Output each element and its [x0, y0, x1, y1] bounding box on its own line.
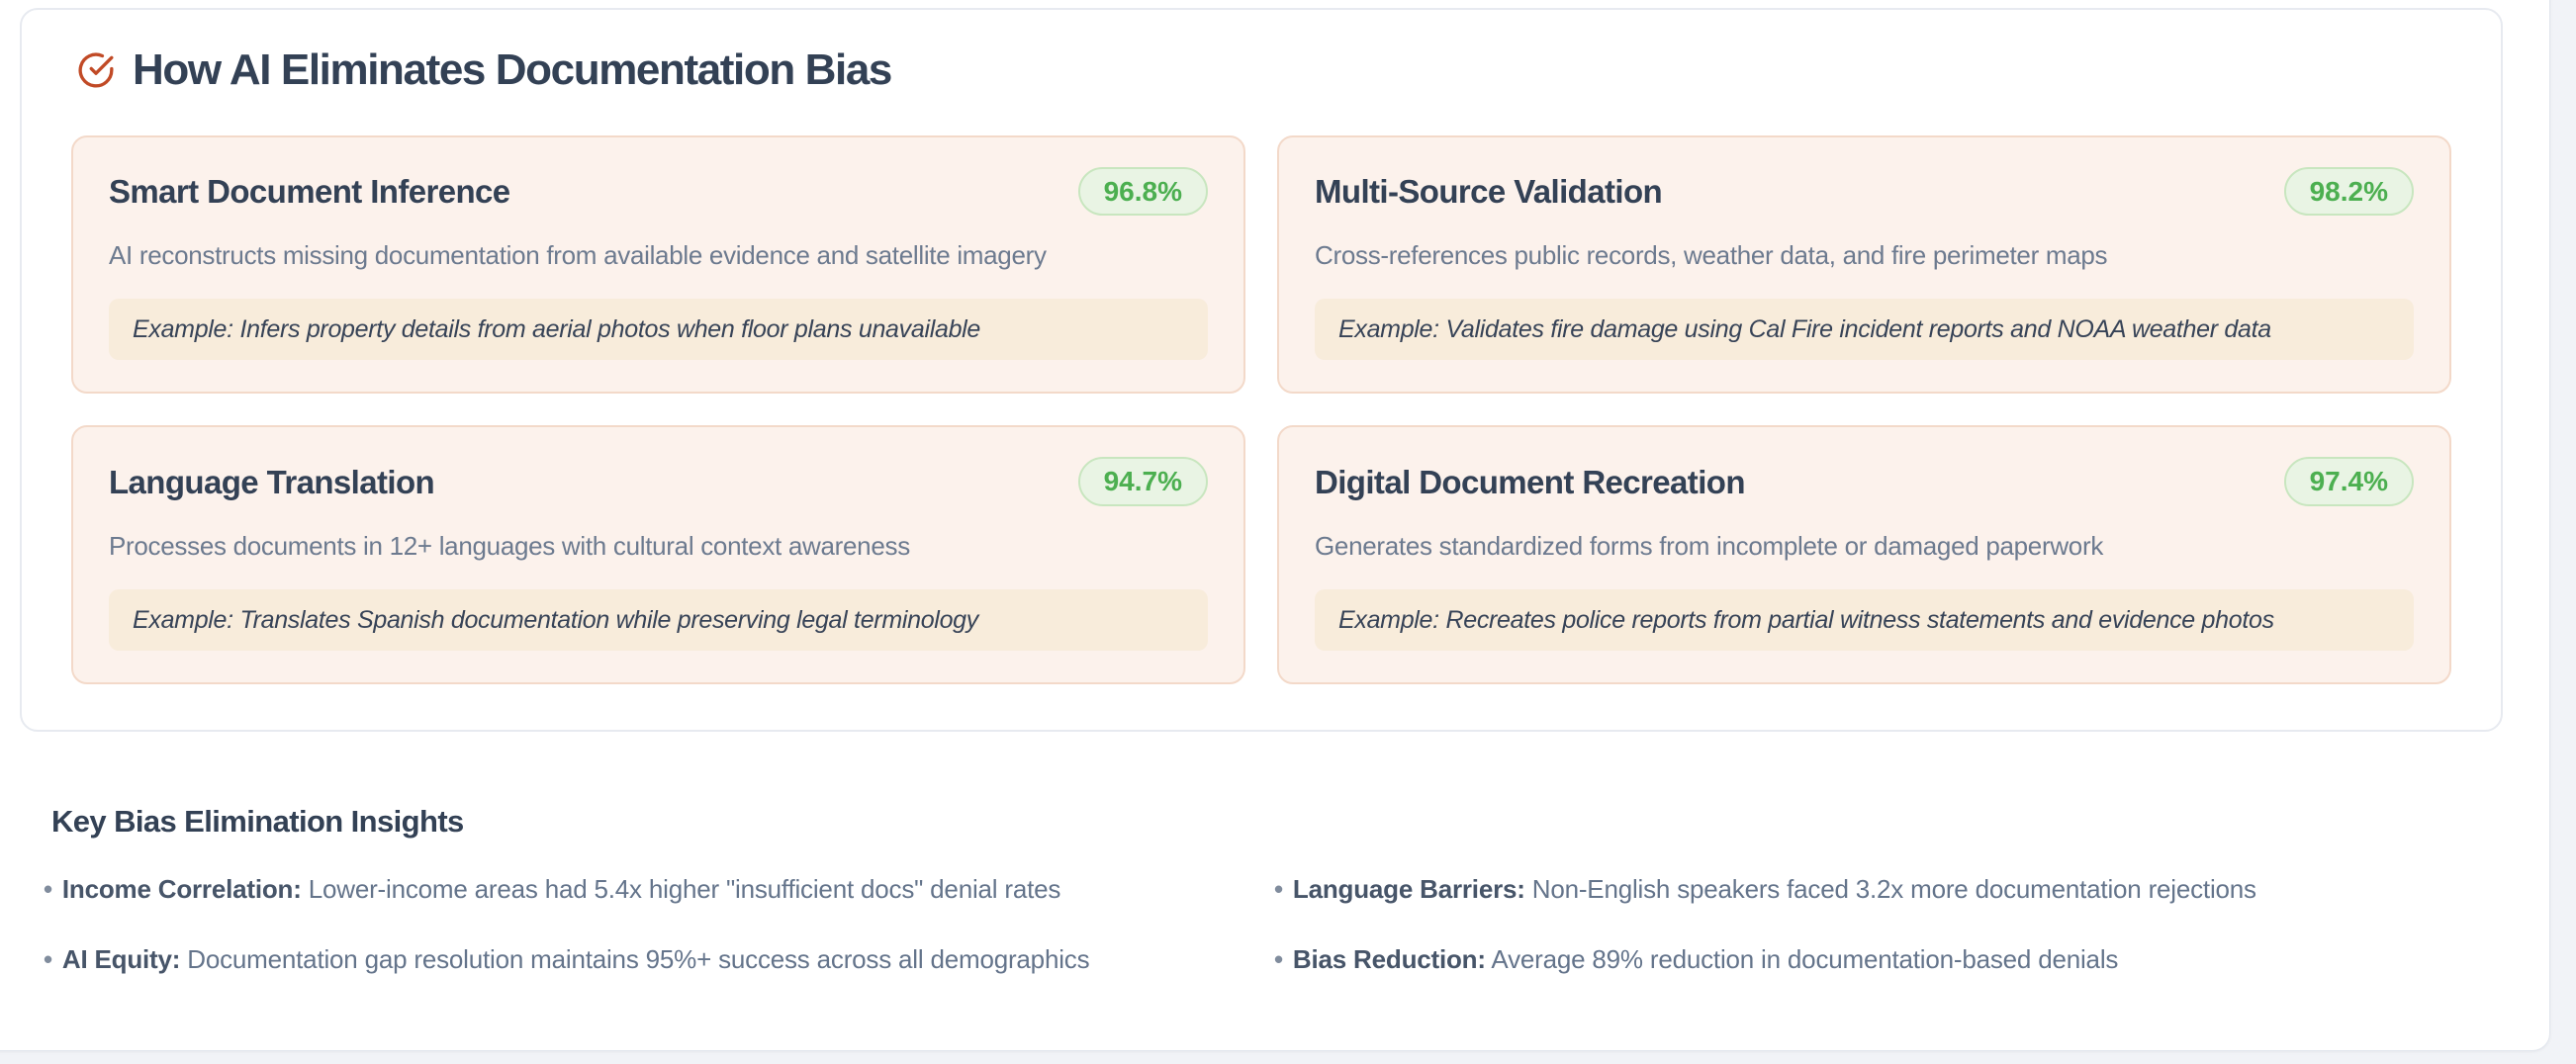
- insight-label: Bias Reduction:: [1292, 943, 1486, 974]
- section-header: How AI Eliminates Documentation Bias: [77, 45, 2451, 96]
- card-header: Digital Document Recreation 97.4%: [1315, 457, 2414, 507]
- insight-label: AI Equity:: [61, 943, 181, 974]
- card-title: Digital Document Recreation: [1315, 463, 1745, 500]
- insight-income-correlation: • Income Correlation: Lower-income areas…: [40, 871, 1270, 909]
- insights-grid: • Income Correlation: Lower-income areas…: [40, 871, 2503, 978]
- bullet-icon: •: [44, 943, 52, 974]
- feature-card-multi-source-validation: Multi-Source Validation 98.2% Cross-refe…: [1277, 134, 2451, 395]
- bullet-icon: •: [44, 874, 52, 905]
- example-box: Example: Validates fire damage using Cal…: [1315, 298, 2414, 361]
- feature-cards-grid: Smart Document Inference 96.8% AI recons…: [71, 134, 2451, 685]
- section-title: How AI Eliminates Documentation Bias: [133, 45, 892, 94]
- insight-text: Language Barriers: Non-English speakers …: [1293, 871, 2256, 909]
- card-title: Smart Document Inference: [109, 172, 510, 210]
- insights-title: Key Bias Elimination Insights: [51, 804, 464, 839]
- insight-value: Average 89% reduction in documentation-b…: [1491, 943, 2119, 974]
- bullet-icon: •: [1274, 943, 1283, 974]
- check-circle-icon: [78, 52, 114, 88]
- feature-card-smart-document-inference: Smart Document Inference 96.8% AI recons…: [71, 134, 1245, 395]
- insight-ai-equity: • AI Equity: Documentation gap resolutio…: [40, 941, 1270, 979]
- insight-text: AI Equity: Documentation gap resolution …: [61, 941, 1090, 979]
- card-title: Multi-Source Validation: [1315, 172, 1663, 210]
- insight-label: Income Correlation:: [61, 874, 302, 905]
- card-description: AI reconstructs missing documentation fr…: [109, 240, 1047, 271]
- key-insights-section: Key Bias Elimination Insights • Income C…: [40, 803, 2503, 979]
- accuracy-badge: 98.2%: [2283, 166, 2414, 217]
- insight-value: Non-English speakers faced 3.2x more doc…: [1531, 874, 2256, 905]
- card-description: Processes documents in 12+ languages wit…: [109, 531, 910, 562]
- example-box: Example: Recreates police reports from p…: [1315, 588, 2414, 652]
- card-header: Language Translation 94.7%: [109, 457, 1208, 507]
- insight-value: Lower-income areas had 5.4x higher "insu…: [308, 874, 1061, 905]
- card-header: Smart Document Inference 96.8%: [109, 166, 1208, 217]
- insight-value: Documentation gap resolution maintains 9…: [187, 943, 1090, 974]
- card-header: Multi-Source Validation 98.2%: [1315, 166, 2414, 217]
- insight-text: Income Correlation: Lower-income areas h…: [62, 871, 1060, 909]
- accuracy-badge: 97.4%: [2283, 457, 2414, 507]
- accuracy-badge: 96.8%: [1077, 166, 1208, 217]
- card-description: Cross-references public records, weather…: [1315, 240, 2108, 271]
- insight-text: Bias Reduction: Average 89% reduction in…: [1293, 941, 2118, 979]
- card-description: Generates standardized forms from incomp…: [1315, 531, 2104, 562]
- example-box: Example: Infers property details from ae…: [109, 298, 1208, 361]
- example-box: Example: Translates Spanish documentatio…: [109, 588, 1208, 652]
- bullet-icon: •: [1274, 874, 1283, 905]
- insight-language-barriers: • Language Barriers: Non-English speaker…: [1270, 871, 2503, 909]
- insight-bias-reduction: • Bias Reduction: Average 89% reduction …: [1270, 941, 2503, 979]
- documentation-bias-section: How AI Eliminates Documentation Bias Sma…: [20, 8, 2503, 733]
- card-title: Language Translation: [109, 463, 435, 500]
- insight-label: Language Barriers:: [1292, 874, 1525, 905]
- feature-card-digital-document-recreation: Digital Document Recreation 97.4% Genera…: [1277, 425, 2451, 685]
- accuracy-badge: 94.7%: [1077, 457, 1208, 507]
- feature-card-language-translation: Language Translation 94.7% Processes doc…: [71, 425, 1245, 685]
